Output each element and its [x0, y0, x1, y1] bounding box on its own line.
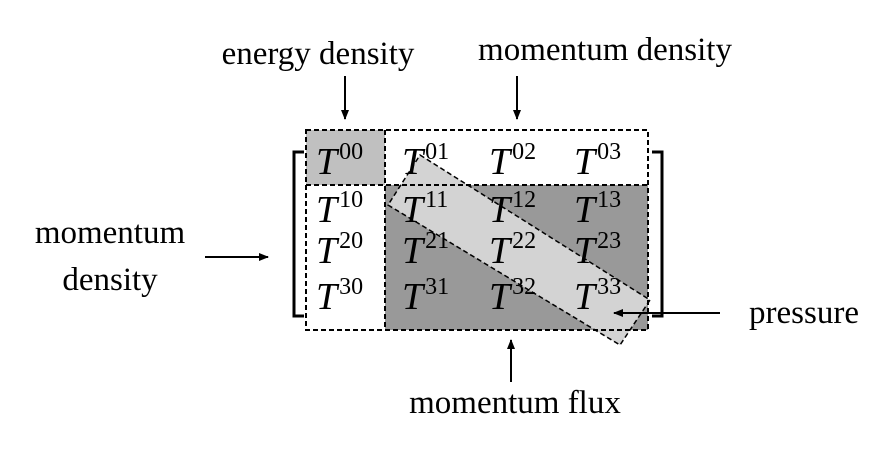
tensor-symbol: T	[316, 276, 340, 318]
tensor-entry: T20	[316, 228, 363, 272]
pressure-band	[386, 153, 652, 347]
tensor-symbol: T	[489, 141, 513, 183]
tensor-entry: T01	[402, 139, 449, 183]
tensor-index: 02	[512, 139, 536, 165]
left-bracket	[292, 150, 304, 318]
tensor-symbol: T	[316, 230, 340, 272]
tensor-symbol: T	[489, 189, 513, 231]
momentum-flux-label: momentum flux	[409, 385, 621, 421]
tensor-entry: T23	[574, 228, 621, 272]
tensor-symbol: T	[402, 230, 426, 272]
tensor-index: 20	[339, 228, 363, 254]
tensor-entry: T10	[316, 187, 363, 231]
tensor-symbol: T	[316, 141, 340, 183]
tensor-index: 11	[425, 187, 448, 213]
momentum-density-top-label: momentum density	[478, 32, 732, 68]
tensor-symbol: T	[489, 276, 513, 318]
matrix-outline	[305, 129, 649, 331]
tensor-symbol: T	[489, 230, 513, 272]
tensor-index: 33	[597, 274, 621, 300]
tensor-symbol: T	[574, 189, 598, 231]
tensor-index: 30	[339, 274, 363, 300]
tensor-symbol: T	[402, 189, 426, 231]
energy-density-label: energy density	[222, 36, 415, 72]
tensor-index: 31	[425, 274, 449, 300]
tensor-index: 01	[425, 139, 449, 165]
tensor-symbol: T	[402, 141, 426, 183]
tensor-symbol: T	[574, 276, 598, 318]
right-bracket	[652, 150, 664, 318]
tensor-entry: T21	[402, 228, 449, 272]
tensor-index: 21	[425, 228, 449, 254]
tensor-index: 23	[597, 228, 621, 254]
pressure-label: pressure	[749, 295, 859, 331]
tensor-entry: T02	[489, 139, 536, 183]
tensor-index: 13	[597, 187, 621, 213]
tensor-index: 12	[512, 187, 536, 213]
momentum-density-left-label-line2: density	[62, 262, 158, 298]
tensor-entry: T13	[574, 187, 621, 231]
tensor-symbol: T	[402, 276, 426, 318]
tensor-entry: T03	[574, 139, 621, 183]
tensor-index: 32	[512, 274, 536, 300]
tensor-entry: T12	[489, 187, 536, 231]
tensor-index: 03	[597, 139, 621, 165]
tensor-entry: T30	[316, 274, 363, 318]
tensor-entry: T33	[574, 274, 621, 318]
tensor-entry: T11	[402, 187, 448, 231]
momentum-density-left-label-line1: momentum	[35, 215, 186, 251]
tensor-entry: T00	[316, 139, 363, 183]
tensor-symbol: T	[574, 141, 598, 183]
tensor-symbol: T	[574, 230, 598, 272]
tensor-entry: T32	[489, 274, 536, 318]
tensor-entry: T22	[489, 228, 536, 272]
energy-density-cell	[306, 130, 385, 185]
tensor-entry: T31	[402, 274, 449, 318]
tensor-index: 10	[339, 187, 363, 213]
tensor-symbol: T	[316, 189, 340, 231]
tensor-index: 00	[339, 139, 363, 165]
tensor-index: 22	[512, 228, 536, 254]
